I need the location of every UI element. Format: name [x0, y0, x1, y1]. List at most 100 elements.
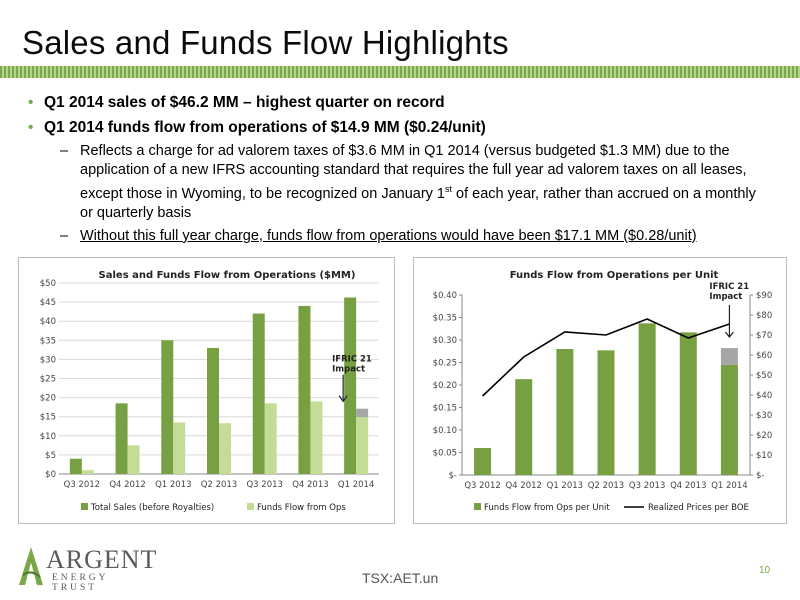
legend-label: Realized Prices per BOE — [648, 503, 749, 513]
chart-sales-funds-flow-svg: Sales and Funds Flow from Operations ($M… — [40, 270, 379, 513]
x-tick-label: Q1 2014 — [711, 481, 747, 491]
bar-total-sales — [298, 305, 311, 474]
legend-label: Total Sales (before Royalties) — [90, 503, 214, 513]
chart-sales-funds-flow: Sales and Funds Flow from Operations ($M… — [18, 257, 395, 524]
dash-icon: – — [60, 143, 69, 159]
bar-total-sales — [207, 347, 219, 474]
bar-funds-flow-per-unit — [679, 332, 697, 475]
bar-funds-flow — [310, 401, 323, 474]
bar-ifric-impact — [356, 408, 369, 418]
bar-funds-flow — [264, 403, 277, 474]
x-tick-label: Q4 2013 — [292, 480, 328, 490]
y-tick-label: $50 — [40, 279, 56, 289]
sub-bullet-ad-valorem: – Reflects a charge for ad valorem taxes… — [28, 142, 768, 223]
bar-funds-flow-per-unit — [720, 364, 738, 475]
y-tick-label: $20 — [40, 394, 56, 404]
bar-funds-flow-per-unit — [474, 448, 492, 475]
bullet-sales: • Q1 2014 sales of $46.2 MM – highest qu… — [28, 92, 768, 114]
y2-tick-label: $50 — [756, 371, 772, 381]
y2-tick-label: $10 — [756, 451, 772, 461]
chart-title: Funds Flow from Operations per Unit — [510, 270, 719, 281]
bullet-icon: • — [28, 119, 34, 136]
annotation-label: Impact — [709, 292, 742, 302]
sub-bullet-without-charge-text: Without this full year charge, funds flo… — [80, 227, 697, 244]
annotation-label: IFRIC 21 — [709, 282, 749, 292]
title-divider — [0, 66, 800, 78]
y-tick-label: $15 — [40, 413, 56, 423]
x-tick-label: Q3 2012 — [64, 480, 100, 490]
bar-total-sales — [344, 297, 357, 474]
bullet-sales-text: Q1 2014 sales of $46.2 MM – highest quar… — [44, 94, 445, 111]
y2-tick-label: $40 — [756, 391, 772, 401]
bar-funds-flow-per-unit — [515, 379, 533, 475]
y2-tick-label: $20 — [756, 431, 772, 441]
legend-label: Funds Flow from Ops — [257, 503, 346, 513]
annotation-arrow-icon — [338, 374, 348, 403]
y-tick-label: $35 — [40, 336, 56, 346]
bar-funds-flow — [81, 470, 94, 474]
y-tick-label: $0.40 — [433, 291, 457, 301]
logo-mark-icon — [19, 547, 43, 585]
line-realized-prices — [482, 318, 730, 397]
bar-funds-flow — [173, 422, 186, 474]
bar-funds-flow — [127, 445, 140, 474]
x-tick-label: Q3 2013 — [246, 480, 282, 490]
bar-funds-flow-per-unit — [597, 350, 615, 475]
bar-funds-flow-per-unit — [556, 349, 574, 475]
y-tick-label: $0.30 — [433, 336, 457, 346]
bar-total-sales — [161, 340, 174, 474]
x-tick-label: Q4 2012 — [109, 480, 145, 490]
bar-ifric-impact — [720, 348, 738, 365]
bar-total-sales — [69, 458, 82, 474]
y-tick-label: $25 — [40, 375, 56, 385]
y-tick-label: $0.15 — [433, 404, 457, 414]
ordinal-suffix: st — [445, 184, 453, 194]
y-tick-label: $30 — [40, 355, 56, 365]
legend-swatch — [474, 503, 481, 510]
bullet-funds-flow: • Q1 2014 funds flow from operations of … — [28, 117, 768, 139]
y2-tick-label: $60 — [756, 351, 772, 361]
bullet-funds-flow-text: Q1 2014 funds flow from operations of $1… — [44, 119, 486, 136]
annotation-arrow-icon — [724, 305, 734, 338]
chart-title: Sales and Funds Flow from Operations ($M… — [99, 270, 356, 281]
page-number: 10 — [759, 565, 771, 576]
chart-funds-flow-per-unit-svg: Funds Flow from Operations per Unit $- $0.… — [433, 270, 773, 513]
x-tick-label: Q4 2012 — [505, 481, 541, 491]
y-tick-label: $0.25 — [433, 359, 457, 369]
sub-bullet-ad-valorem-text: Reflects a charge for ad valorem taxes o… — [80, 143, 747, 202]
bar-funds-flow — [356, 417, 369, 474]
x-tick-label: Q3 2013 — [629, 481, 665, 491]
annotation-label: Impact — [332, 364, 365, 374]
y-tick-label: $0.20 — [433, 381, 457, 391]
logo-subtitle: ENERGY TRUST — [52, 573, 109, 593]
legend-swatch — [247, 503, 254, 510]
y-tick-label: $0.35 — [433, 314, 457, 324]
y2-tick-label: $90 — [756, 291, 772, 301]
x-tick-label: Q2 2013 — [588, 481, 624, 491]
x-tick-label: Q1 2013 — [155, 480, 191, 490]
ticker-symbol: TSX:AET.un — [362, 570, 439, 586]
bullet-list: • Q1 2014 sales of $46.2 MM – highest qu… — [28, 92, 768, 246]
x-tick-label: Q1 2013 — [547, 481, 583, 491]
y-tick-label: $5 — [45, 451, 56, 461]
bar-funds-flow — [219, 423, 231, 474]
x-tick-label: Q1 2014 — [338, 480, 374, 490]
legend-swatch — [81, 503, 88, 510]
bar-total-sales — [115, 403, 128, 474]
legend-label: Funds Flow from Ops per Unit — [484, 503, 610, 513]
page-title: Sales and Funds Flow Highlights — [22, 24, 509, 61]
x-tick-label: Q4 2013 — [670, 481, 706, 491]
y-tick-label: $- — [449, 471, 457, 481]
annotation-label: IFRIC 21 — [332, 354, 372, 364]
y-tick-label: $45 — [40, 298, 56, 308]
argent-logo: ARGENT ENERGY TRUST — [18, 545, 158, 593]
x-tick-label: Q2 2013 — [201, 480, 237, 490]
logo-name: ARGENT — [46, 545, 158, 574]
bullet-icon: • — [28, 94, 34, 111]
x-tick-label: Q3 2012 — [464, 481, 500, 491]
y-tick-label: $0 — [45, 470, 56, 480]
y2-tick-label: $80 — [756, 311, 772, 321]
dash-icon: – — [60, 227, 69, 244]
y2-tick-label: $- — [756, 471, 764, 481]
y-tick-label: $0.05 — [433, 449, 457, 459]
